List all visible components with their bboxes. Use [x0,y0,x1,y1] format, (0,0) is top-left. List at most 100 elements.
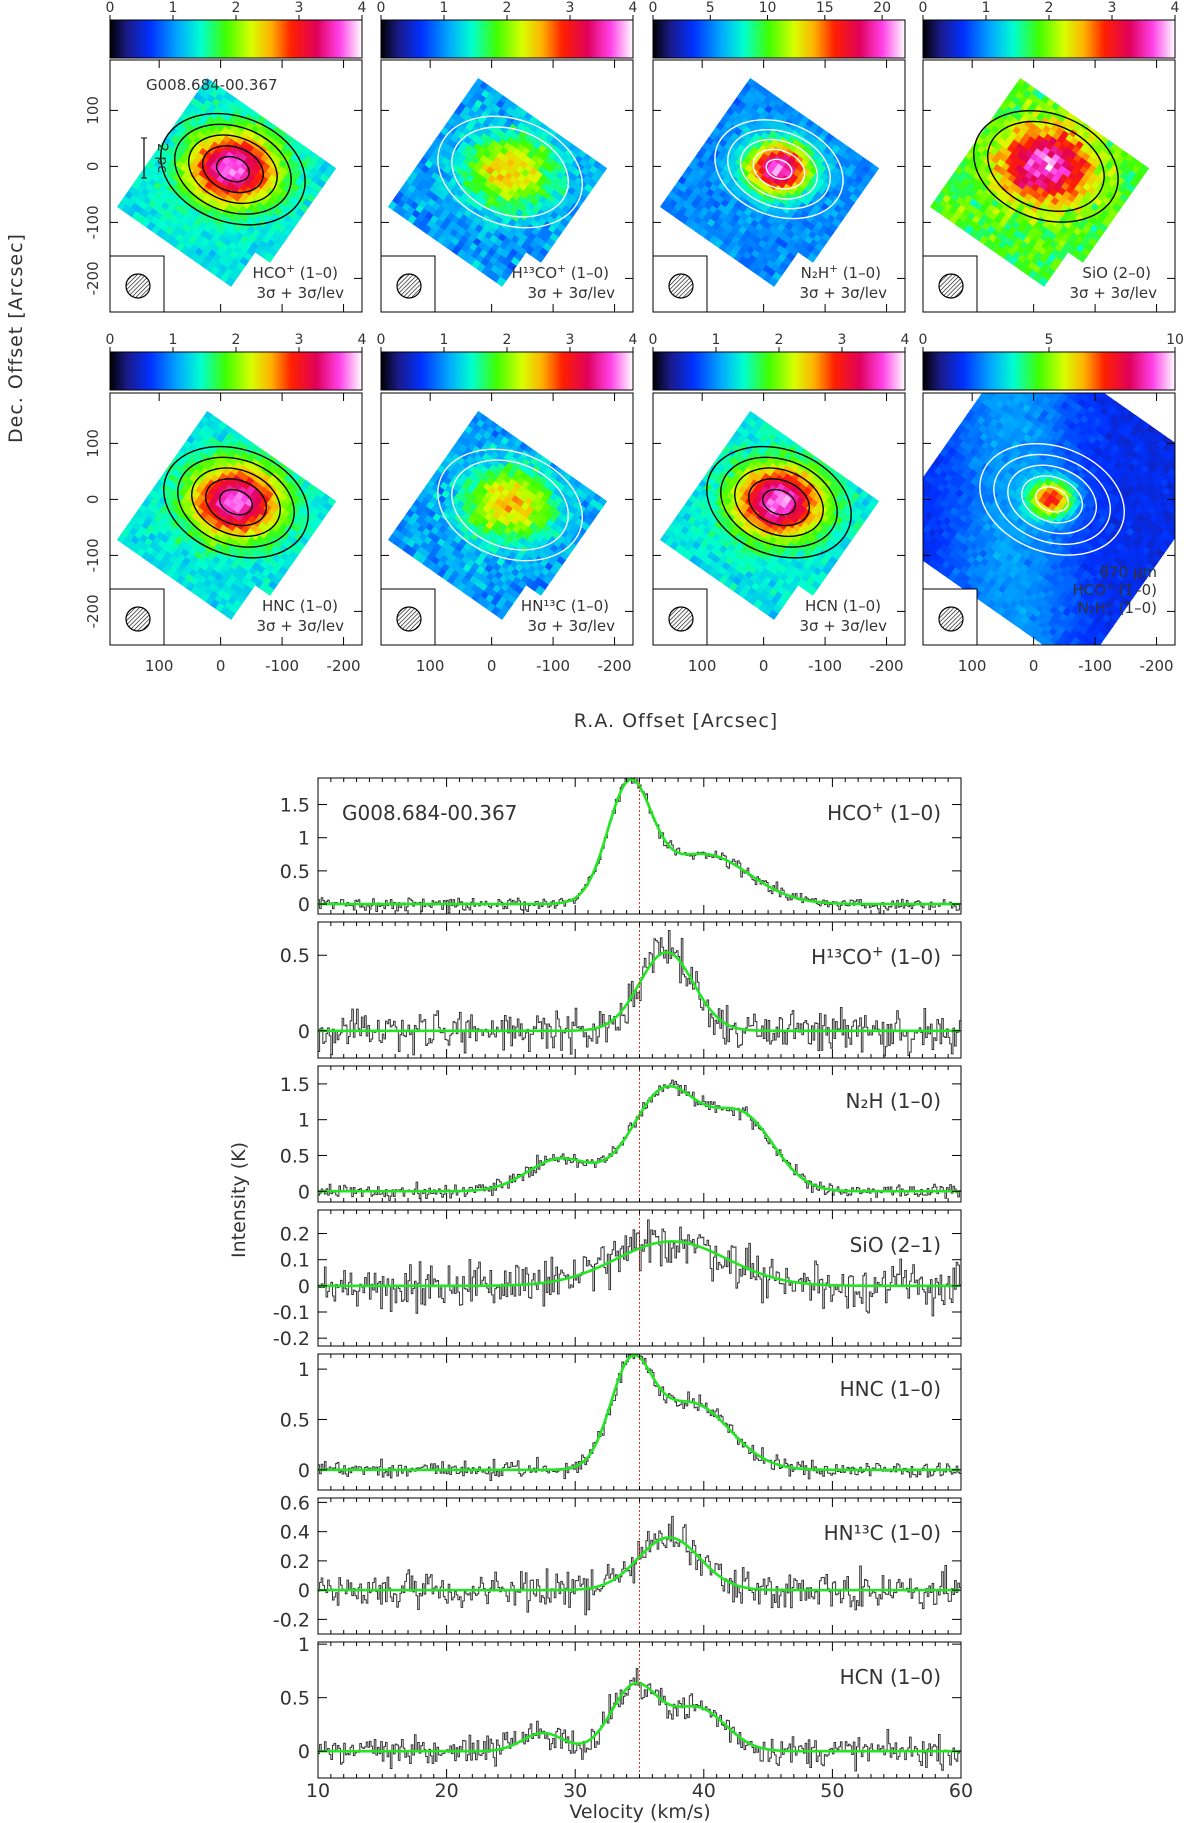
map-xtick-label: -100 [265,657,299,675]
map-image [116,410,337,620]
beam-ellipse [938,273,964,299]
map-line-transition: (1–0) [571,264,609,282]
map-image [659,410,880,620]
colorbar-tick-label: 2 [1045,0,1054,16]
contour-level [187,134,278,205]
map-pixel [1023,339,1033,349]
map-image [387,410,608,620]
contour-note: 3σ + 3σ/lev [799,284,887,302]
map-line-label: N₂H+ (1–0) [801,263,881,282]
colorbar [380,19,634,59]
map-frame [380,59,634,313]
beam-ellipse [668,273,694,299]
colorbar-tick-label: 4 [901,332,910,348]
map-xtick-label: -200 [327,657,361,675]
contour-level [174,123,292,215]
map-xtick-label: 100 [688,657,717,675]
map-pixel [768,276,779,287]
colorbar-tick-label: 1 [712,332,721,348]
map-ytick-label: 0 [84,495,102,505]
colorbar-tick-label: 0 [106,332,115,348]
map-ytick-label: -100 [84,205,102,239]
map-ytick-label: 0 [84,162,102,172]
contour-note: 3σ + 3σ/lev [256,284,344,302]
beam-ellipse [396,606,422,632]
colorbar-tick-label: 1 [440,332,449,348]
map-source-name: G008.684-00.367 [146,76,278,94]
map-line-label: HN¹³C (1–0) [521,597,609,615]
colorbar-tick-label: 0 [377,332,386,348]
map-pixel [496,276,507,287]
colorbar-tick-label: 4 [629,332,638,348]
map-xtick-label: 0 [487,657,497,675]
colorbar-tick-label: 4 [1171,0,1180,16]
colorbar-tick-label: 0 [106,0,115,16]
map-line-label: H¹³CO+ (1–0) [512,263,609,282]
contour-level [752,148,806,190]
contour-level [739,138,819,200]
map-frame-group [652,59,906,313]
colorbar-tick-label: 4 [629,0,638,16]
map-line-name: HCO [253,264,287,282]
colorbar [109,351,363,391]
map-pixel [1028,343,1038,353]
map-line-name: H¹³CO [512,264,558,282]
colorbar [109,19,363,59]
colorbar-tick-label: 2 [503,332,512,348]
colorbar-tick-label: 1 [440,0,449,16]
map-line-transition: (2–0) [1113,264,1151,282]
map-pixel [1185,453,1195,463]
map-pixel [1195,460,1200,470]
contour-note: 3σ + 3σ/lev [256,617,344,635]
colorbar-tick-label: 0 [919,332,928,348]
map-line-charge: + [557,263,566,275]
map-frame [652,59,906,313]
map-line-name: N₂H [801,264,830,282]
map-line-label: HNC (1–0) [262,597,338,615]
colorbar [652,351,906,391]
scale-bar-label: 2 pc [154,143,170,173]
colorbar-tick-label: 2 [775,332,784,348]
map-xtick-label: -100 [808,657,842,675]
map-image [659,77,880,287]
colorbar-tick-label: 10 [759,0,777,16]
map-pixel [1015,341,1025,351]
map-pixel [806,252,818,263]
map-line-name: HCN [805,597,838,615]
map-line-label: HCO+ (1–0) [253,263,338,282]
map-pixel [225,276,236,287]
map-line-label: SiO (2–0) [1082,264,1151,282]
map-ytick-label: -100 [84,538,102,572]
map-image [387,77,608,287]
beam-ellipse [396,273,422,299]
contour-level [765,158,793,180]
colorbar-tick-label: 4 [358,332,367,348]
colorbar-tick-label: 4 [358,0,367,16]
map-xtick-label: -100 [536,657,570,675]
beam-ellipse [125,606,151,632]
map-xtick-label: -200 [598,657,632,675]
map-line-transition: (1–0) [300,264,338,282]
colorbar-tick-label: 10 [1166,332,1184,348]
contour-level [437,115,583,229]
contour-level [714,119,844,220]
colorbar-tick-label: 0 [919,0,928,16]
colorbar-tick-label: 3 [566,0,575,16]
colorbar-tick-label: 3 [295,0,304,16]
map-pixel [263,252,275,263]
map-xtick-label: 0 [216,657,226,675]
colorbar-tick-label: 5 [1045,332,1054,348]
map-image [929,77,1150,287]
colorbar-tick-label: 2 [503,0,512,16]
map-ytick-label: -200 [84,594,102,628]
map-line-transition: (1–0) [843,597,881,615]
contour-note: 3σ + 3σ/lev [799,617,887,635]
contour-level [727,128,831,210]
map-pixel [534,252,546,263]
colorbar [652,19,906,59]
map-line-charge: + [286,263,295,275]
